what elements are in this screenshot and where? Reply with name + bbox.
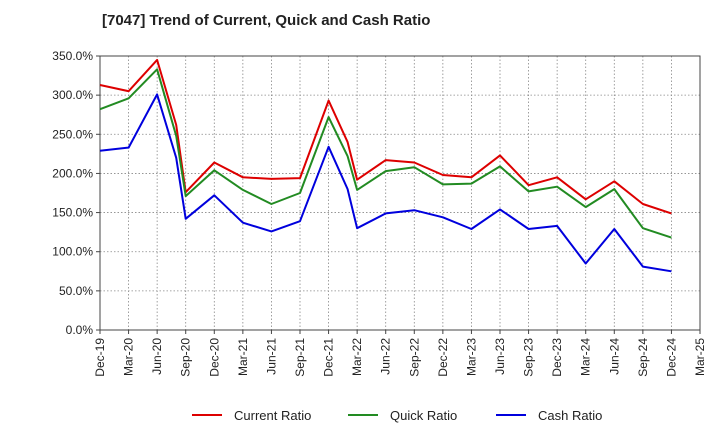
legend: Current Ratio Quick Ratio Cash Ratio <box>192 408 602 423</box>
x-tick-label: Sep-20 <box>179 338 193 377</box>
x-tick-label: Sep-24 <box>636 338 650 377</box>
y-tick-label: 300.0% <box>52 88 93 102</box>
chart-title: [7047] Trend of Current, Quick and Cash … <box>102 12 431 29</box>
x-tick-label: Jun-21 <box>264 338 278 375</box>
x-tick-label: Jun-22 <box>379 338 393 375</box>
legend-label: Cash Ratio <box>538 408 602 423</box>
y-tick-label: 350.0% <box>52 49 93 63</box>
y-tick-label: 200.0% <box>52 166 93 180</box>
x-tick-label: Dec-21 <box>322 338 336 377</box>
y-tick-label: 250.0% <box>52 127 93 141</box>
series-line-quick-ratio <box>99 68 672 239</box>
legend-label: Current Ratio <box>234 408 311 423</box>
x-tick-label: Jun-20 <box>150 338 164 375</box>
y-tick-label: 100.0% <box>52 245 93 259</box>
x-tick-label: Jun-23 <box>493 338 507 375</box>
x-tick-label: Sep-22 <box>407 338 421 377</box>
x-tick-label: Jun-24 <box>607 338 621 375</box>
x-tick-label: Dec-24 <box>664 338 678 377</box>
x-tick-label: Dec-22 <box>436 338 450 377</box>
x-tick-label: Mar-22 <box>350 338 364 376</box>
x-tick-label: Dec-19 <box>93 338 107 377</box>
x-tick-label: Dec-23 <box>550 338 564 377</box>
x-tick-label: Dec-20 <box>207 338 221 377</box>
y-tick-label: 150.0% <box>52 206 93 220</box>
x-axis-ticks: Dec-19 Mar-20 Jun-20 Sep-20 Dec-20 Mar-21 Jun-… <box>93 330 707 377</box>
x-tick-label: Sep-21 <box>293 338 307 377</box>
y-tick-label: 50.0% <box>59 284 93 298</box>
x-tick-label: Mar-21 <box>236 338 250 376</box>
x-tick-label: Mar-20 <box>122 338 136 376</box>
series-layer <box>99 58 672 273</box>
legend-label: Quick Ratio <box>390 408 457 423</box>
series-line-cash-ratio <box>99 93 672 273</box>
x-tick-label: Mar-24 <box>579 338 593 376</box>
x-tick-label: Mar-25 <box>693 338 707 376</box>
y-axis-ticks: 0.0% 50.0% 100.0% 150.0% 200.0% 250.0% 300.0% 3… <box>52 49 100 337</box>
x-tick-label: Sep-23 <box>522 338 536 377</box>
plot-frame <box>99 55 701 331</box>
x-tick-label: Mar-23 <box>464 338 478 376</box>
y-tick-label: 0.0% <box>66 323 94 337</box>
